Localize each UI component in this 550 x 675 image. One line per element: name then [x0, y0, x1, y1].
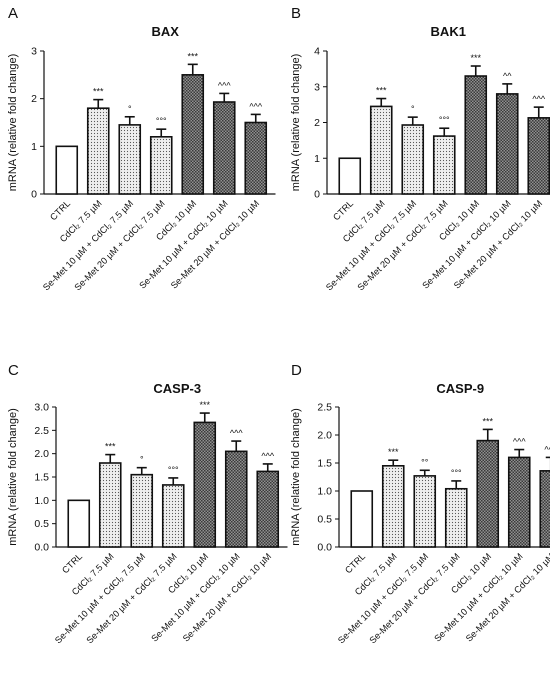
significance-label: °°° [156, 116, 167, 126]
significance-label: ^^^ [218, 80, 231, 90]
bar-0 [350, 490, 374, 548]
y-tick-label: 3 [31, 46, 37, 58]
y-axis-label: mRNA (relative fold change) [290, 408, 302, 546]
bar-6 [539, 470, 550, 548]
bar-1 [86, 107, 110, 195]
y-tick-label: 1.5 [317, 458, 332, 470]
bar-3 [149, 136, 173, 195]
chart-title: CASP-9 [436, 381, 484, 396]
x-tick-label: CTRL [48, 198, 72, 222]
bar-6 [244, 121, 268, 195]
bar-0 [55, 145, 79, 195]
significance-label: °°° [439, 115, 450, 125]
significance-label: °°° [168, 465, 179, 475]
chart-panel-d: D CASP-9 mRNA (relative fold change) 0.0 0.5… [290, 362, 550, 646]
panel-letter: D [291, 362, 302, 379]
x-tick-label: CTRL [343, 551, 367, 575]
bar-5 [507, 456, 531, 548]
significance-label: *** [187, 51, 198, 61]
panel-letter: A [8, 5, 18, 22]
x-tick-label: CTRL [331, 198, 355, 222]
significance-label: *** [376, 86, 387, 96]
bar-2 [130, 473, 154, 548]
significance-label: *** [199, 400, 210, 410]
bar-0 [338, 157, 362, 195]
significance-label: *** [93, 87, 104, 97]
bar-5 [224, 450, 248, 548]
bar-1 [381, 465, 405, 548]
significance-label: ^^^ [249, 101, 262, 111]
chart-panel-a: A BAX mRNA (relative fold change) 0 1 2 3 CTRL *… [7, 5, 276, 293]
bar-2 [401, 124, 425, 195]
y-tick-label: 2.5 [317, 402, 332, 414]
y-tick-label: 1 [314, 153, 320, 165]
y-tick-label: 1.0 [317, 486, 332, 498]
chart-title: BAX [152, 24, 180, 39]
y-tick-label: 4 [314, 46, 320, 58]
significance-label: ^^ [503, 71, 512, 81]
bar-5 [212, 101, 236, 195]
significance-label: °° [421, 457, 429, 467]
chart-title: CASP-3 [153, 381, 201, 396]
y-axis-label: mRNA (relative fold change) [7, 408, 19, 546]
bar-4 [464, 75, 488, 195]
x-tick-label: CTRL [60, 551, 84, 575]
significance-label: *** [470, 53, 481, 63]
significance-label: *** [105, 442, 116, 452]
y-tick-label: 1 [31, 141, 37, 153]
significance-label: ^^^ [513, 437, 526, 447]
bar-2 [413, 475, 437, 548]
bar-1 [369, 105, 393, 195]
panel-letter: C [8, 362, 19, 379]
y-tick-label: 2.0 [34, 448, 49, 460]
bar-1 [98, 462, 122, 548]
y-tick-label: 3.0 [34, 402, 49, 414]
y-tick-label: 1.0 [34, 495, 49, 507]
significance-label: ° [140, 455, 144, 465]
significance-label: °°° [451, 468, 462, 478]
y-tick-label: 0.0 [317, 542, 332, 554]
y-tick-label: 2 [314, 117, 320, 129]
significance-label: ^^^ [230, 428, 243, 438]
y-axis-label: mRNA (relative fold change) [290, 54, 302, 192]
y-axis-label: mRNA (relative fold change) [7, 54, 19, 192]
significance-label: ^^^ [261, 451, 274, 461]
y-tick-label: 2 [31, 93, 37, 105]
y-tick-label: 3 [314, 81, 320, 93]
bar-4 [181, 74, 205, 195]
y-tick-label: 0.5 [317, 514, 332, 526]
bar-3 [432, 135, 456, 195]
panel-letter: B [291, 5, 301, 22]
y-tick-label: 0.0 [34, 542, 49, 554]
chart-panel-b: B BAK1 mRNA (relative fold change) 0 1 2 3 4 CTR… [290, 5, 550, 293]
bar-6 [527, 117, 550, 195]
bar-3 [161, 484, 185, 548]
bar-2 [118, 124, 142, 195]
y-tick-label: 2.5 [34, 425, 49, 437]
bar-4 [476, 439, 500, 548]
significance-label: ^^^ [532, 94, 545, 104]
y-tick-label: 2.0 [317, 430, 332, 442]
chart-panel-c: C CASP-3 mRNA (relative fold change) 0.0 0.5… [7, 362, 288, 646]
y-tick-label: 0 [314, 189, 320, 201]
bar-6 [256, 470, 280, 548]
chart-title: BAK1 [431, 24, 466, 39]
bar-3 [444, 487, 468, 548]
y-tick-label: 1.5 [34, 472, 49, 484]
significance-label: *** [388, 447, 399, 457]
significance-label: ° [128, 104, 132, 114]
bar-4 [193, 421, 217, 548]
bar-5 [495, 93, 519, 195]
y-tick-label: 0.5 [34, 518, 49, 530]
significance-label: ^^^ [544, 444, 550, 454]
bar-0 [67, 499, 91, 548]
y-tick-label: 0 [31, 189, 37, 201]
significance-label: ° [411, 104, 415, 114]
significance-label: *** [482, 416, 493, 426]
